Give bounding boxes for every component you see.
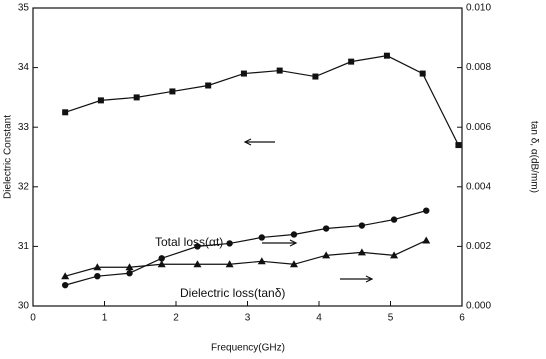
marker xyxy=(422,236,431,244)
y2-tick-label: 0.006 xyxy=(466,122,491,133)
series-line xyxy=(64,55,459,146)
marker xyxy=(97,97,104,104)
x-tick-label: 2 xyxy=(173,313,179,324)
marker xyxy=(193,260,202,268)
marker xyxy=(357,248,366,256)
x-tick-label: 0 xyxy=(30,313,36,324)
y-tick-label: 35 xyxy=(18,3,30,14)
marker xyxy=(226,240,233,247)
marker xyxy=(94,273,101,280)
marker xyxy=(126,270,133,277)
arrow xyxy=(243,138,275,146)
marker xyxy=(290,231,298,238)
y-tick-label: 31 xyxy=(18,241,30,252)
marker xyxy=(62,109,69,116)
marker xyxy=(322,225,330,232)
x-tick-label: 3 xyxy=(245,313,251,324)
marker xyxy=(205,82,212,89)
y2-tick-label: 0.002 xyxy=(466,241,491,252)
marker xyxy=(225,260,234,268)
annotation: Dielectric loss(tanδ) xyxy=(180,286,285,300)
marker xyxy=(93,263,102,271)
marker xyxy=(61,272,70,280)
marker xyxy=(194,243,201,250)
y-tick-label: 30 xyxy=(18,301,30,312)
y2-tick-label: 0.010 xyxy=(466,3,491,14)
annotation: Total loss(αt) xyxy=(155,235,223,249)
series-line xyxy=(65,239,427,277)
marker xyxy=(419,70,426,77)
marker xyxy=(133,94,140,101)
plot-frame xyxy=(32,7,463,307)
y-tick-label: 32 xyxy=(18,181,30,192)
y2-tick-label: 0.000 xyxy=(466,301,491,312)
marker xyxy=(455,142,462,149)
y-axis-label: Dielectric Constant xyxy=(3,115,14,199)
y2-axis-label: tan δ, α(dB/mm) xyxy=(528,121,539,193)
marker xyxy=(258,234,265,241)
marker xyxy=(390,251,399,259)
marker xyxy=(240,70,247,77)
marker xyxy=(158,255,165,262)
marker xyxy=(157,260,166,268)
x-tick-label: 4 xyxy=(316,313,322,324)
marker xyxy=(322,251,331,259)
x-tick-label: 5 xyxy=(388,313,394,324)
marker xyxy=(289,260,298,268)
marker xyxy=(348,58,355,65)
marker xyxy=(257,257,266,265)
y-tick-label: 33 xyxy=(18,122,30,133)
y-tick-label: 34 xyxy=(18,62,30,73)
marker xyxy=(358,222,366,229)
y2-tick-label: 0.004 xyxy=(466,181,491,192)
marker xyxy=(125,263,134,271)
x-axis-label: Frequency(GHz) xyxy=(211,343,285,354)
x-tick-label: 6 xyxy=(459,313,465,324)
y2-tick-label: 0.008 xyxy=(466,62,491,73)
marker xyxy=(423,207,430,214)
arrow xyxy=(262,239,298,247)
marker xyxy=(312,73,319,80)
marker xyxy=(169,88,176,95)
marker xyxy=(390,216,398,223)
marker xyxy=(383,52,390,59)
x-tick-label: 1 xyxy=(102,313,108,324)
arrow xyxy=(340,275,374,283)
series-line xyxy=(65,210,427,286)
marker xyxy=(61,281,69,289)
marker xyxy=(276,67,283,74)
